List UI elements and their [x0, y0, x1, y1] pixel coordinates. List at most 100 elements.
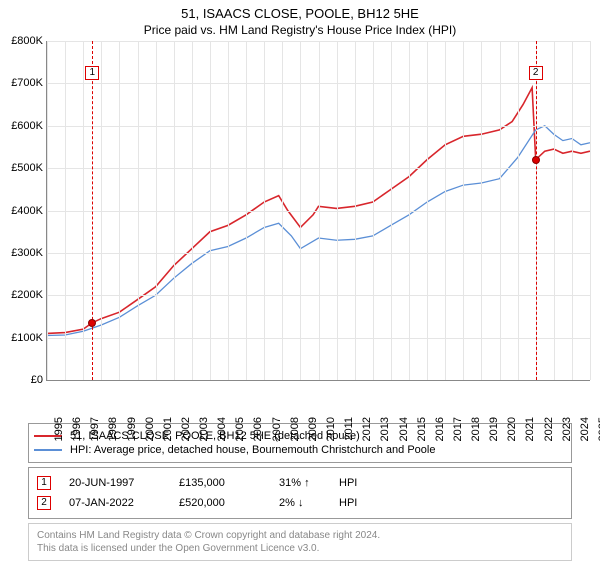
footer-line: Contains HM Land Registry data © Crown c…: [37, 529, 563, 542]
gridline-v: [572, 41, 573, 380]
gridline-v: [518, 41, 519, 380]
event-price: £520,000: [179, 497, 279, 509]
x-tick-label: 2006: [248, 417, 264, 441]
events-table: 1 20-JUN-1997£135,00031% ↑HPI 2 07-JAN-2022…: [28, 467, 572, 519]
gridline-v: [101, 41, 102, 380]
legend-row: HPI: Average price, detached house, Bour…: [34, 443, 566, 457]
y-tick-label: £500K: [11, 162, 47, 174]
gridline-v: [65, 41, 66, 380]
event-ref: HPI: [339, 497, 357, 509]
x-tick-label: 2011: [339, 417, 355, 441]
gridline-v: [119, 41, 120, 380]
gridline-v: [228, 41, 229, 380]
gridline-v: [319, 41, 320, 380]
x-tick-label: 1997: [85, 417, 101, 441]
gridline-v: [445, 41, 446, 380]
footer-attribution: Contains HM Land Registry data © Crown c…: [28, 523, 572, 561]
chart-subtitle: Price paid vs. HM Land Registry's House …: [0, 21, 600, 41]
x-tick-label: 2005: [230, 417, 246, 441]
x-tick-label: 2004: [212, 417, 228, 441]
chart-title: 51, ISAACS CLOSE, POOLE, BH12 5HE: [0, 0, 600, 21]
y-tick-label: £700K: [11, 77, 47, 89]
x-tick-label: 2010: [321, 417, 337, 441]
x-tick-label: 1995: [49, 417, 65, 441]
x-tick-label: 2021: [520, 417, 536, 441]
gridline-v: [138, 41, 139, 380]
gridline-v: [590, 41, 591, 380]
marker-line: [536, 41, 537, 380]
x-tick-label: 2013: [375, 417, 391, 441]
x-tick-label: 2023: [557, 417, 573, 441]
x-tick-label: 2014: [394, 417, 410, 441]
gridline-v: [409, 41, 410, 380]
gridline-v: [554, 41, 555, 380]
y-tick-label: £800K: [11, 35, 47, 47]
event-date: 07-JAN-2022: [69, 497, 179, 509]
chart-plot-area: £0£100K£200K£300K£400K£500K£600K£700K£80…: [46, 41, 590, 381]
gridline-v: [300, 41, 301, 380]
event-price: £135,000: [179, 477, 279, 489]
x-tick-label: 2012: [357, 417, 373, 441]
marker-dot: [532, 156, 540, 164]
gridline-v: [337, 41, 338, 380]
gridline-v: [355, 41, 356, 380]
x-tick-label: 2015: [412, 417, 428, 441]
x-tick-label: 2025: [593, 417, 600, 441]
legend-swatch: [34, 449, 62, 451]
event-marker: 2: [37, 496, 51, 510]
event-ref: HPI: [339, 477, 357, 489]
x-tick-label: 1999: [122, 417, 138, 441]
y-tick-label: £400K: [11, 205, 47, 217]
marker-label: 1: [85, 66, 99, 80]
event-pct: 2% ↓: [279, 497, 339, 509]
event-date: 20-JUN-1997: [69, 477, 179, 489]
gridline-v: [156, 41, 157, 380]
y-tick-label: £0: [31, 374, 47, 386]
x-tick-label: 2016: [430, 417, 446, 441]
event-row: 2 07-JAN-2022£520,0002% ↓HPI: [37, 493, 563, 513]
x-axis-labels: 1995199619971998199920002001200220032004…: [46, 381, 590, 417]
gridline-v: [373, 41, 374, 380]
gridline-v: [246, 41, 247, 380]
x-tick-label: 2009: [303, 417, 319, 441]
gridline-v: [83, 41, 84, 380]
event-pct: 31% ↑: [279, 477, 339, 489]
x-tick-label: 2002: [176, 417, 192, 441]
footer-line: This data is licensed under the Open Gov…: [37, 542, 563, 555]
gridline-v: [500, 41, 501, 380]
gridline-v: [47, 41, 48, 380]
y-tick-label: £100K: [11, 332, 47, 344]
x-tick-label: 2024: [575, 417, 591, 441]
gridline-v: [174, 41, 175, 380]
legend-label: HPI: Average price, detached house, Bour…: [70, 444, 435, 456]
gridline-v: [481, 41, 482, 380]
gridline-v: [427, 41, 428, 380]
x-tick-label: 2020: [502, 417, 518, 441]
gridline-v: [463, 41, 464, 380]
marker-label: 2: [529, 66, 543, 80]
gridline-v: [264, 41, 265, 380]
x-tick-label: 2017: [448, 417, 464, 441]
gridline-v: [282, 41, 283, 380]
x-tick-label: 1998: [103, 417, 119, 441]
x-tick-label: 2001: [158, 417, 174, 441]
x-tick-label: 1996: [67, 417, 83, 441]
x-tick-label: 2003: [194, 417, 210, 441]
event-marker: 1: [37, 476, 51, 490]
gridline-v: [391, 41, 392, 380]
gridline-v: [210, 41, 211, 380]
plot-region: £0£100K£200K£300K£400K£500K£600K£700K£80…: [46, 41, 590, 381]
y-tick-label: £300K: [11, 247, 47, 259]
gridline-v: [192, 41, 193, 380]
marker-dot: [88, 319, 96, 327]
x-tick-label: 2007: [267, 417, 283, 441]
chart-container: 51, ISAACS CLOSE, POOLE, BH12 5HE Price …: [0, 0, 600, 560]
marker-line: [92, 41, 93, 380]
x-tick-label: 2019: [484, 417, 500, 441]
x-tick-label: 2018: [466, 417, 482, 441]
event-row: 1 20-JUN-1997£135,00031% ↑HPI: [37, 473, 563, 493]
y-tick-label: £200K: [11, 289, 47, 301]
x-tick-label: 2000: [140, 417, 156, 441]
x-tick-label: 2008: [285, 417, 301, 441]
y-tick-label: £600K: [11, 120, 47, 132]
